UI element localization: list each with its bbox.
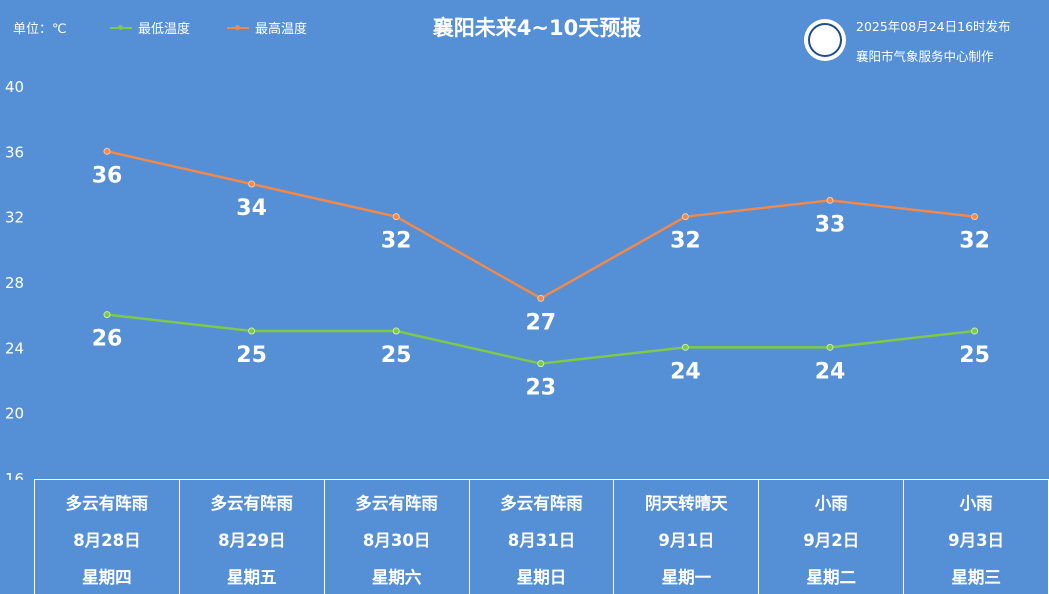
day-weather: 阴天转晴天: [645, 494, 728, 513]
day-weekday: 星期一: [661, 568, 712, 587]
day-date: 8月29日: [218, 531, 286, 550]
high-temp-point: [826, 196, 834, 204]
day-weather: 多云有阵雨: [355, 494, 438, 513]
low-temp-label: 25: [381, 343, 412, 368]
high-temp-label: 33: [815, 212, 846, 237]
high-temp-point: [681, 213, 689, 221]
low-temp-label: 23: [525, 376, 556, 401]
day-cell: 小雨 9月3日星期三: [904, 480, 1049, 594]
series-lines: [103, 147, 979, 368]
day-date: 8月30日: [362, 531, 431, 550]
y-tick-label: 28: [5, 274, 24, 292]
low-temp-label: 24: [815, 359, 846, 384]
day-weather: 多云有阵雨: [210, 494, 294, 513]
day-date: 9月3日: [948, 531, 1005, 550]
day-weekday: 星期日: [516, 568, 567, 587]
day-date: 8月31日: [507, 531, 576, 550]
high-temp-point: [971, 213, 979, 221]
day-weather: 多云有阵雨: [500, 494, 583, 513]
high-temp-label: 27: [525, 310, 556, 335]
high-temp-label: 32: [959, 229, 990, 254]
low-temp-point: [537, 360, 545, 368]
low-temp-point: [971, 327, 979, 335]
low-temp-point: [392, 327, 400, 335]
data-labels: 26 25 25 23 24 24 25 36 34 32 27 32 33 32: [92, 163, 990, 400]
high-temp-point: [103, 147, 111, 155]
unit-label: 单位：℃: [13, 22, 67, 37]
day-cell: 多云有阵雨 8月28日星期四: [35, 480, 180, 594]
day-weekday: 星期三: [951, 568, 1001, 587]
day-cell: 多云有阵雨 8月31日星期日: [470, 480, 615, 594]
day-cell: 多云有阵雨 8月30日星期六: [325, 480, 470, 594]
forecast-table: 多云有阵雨 8月28日 星期四 多云有阵雨 8月29日 星期五 多云有阵雨 8月30日 星期六多…: [34, 479, 1049, 594]
legend-high-label: 最高温度: [255, 22, 308, 37]
day-weekday: 星期二: [806, 568, 856, 587]
day-weather: 多云有阵雨: [65, 494, 149, 513]
day-weather: 小雨: [814, 494, 848, 513]
y-tick-label: 20: [5, 405, 24, 423]
high-temp-point: [248, 180, 256, 188]
day-date: 9月1日: [658, 531, 715, 550]
low-temp-label: 25: [959, 343, 990, 368]
weather-bureau-logo: [804, 19, 846, 61]
high-temp-label: 34: [236, 196, 267, 221]
day-weekday: 星期五: [227, 568, 277, 587]
high-temp-label: 32: [381, 229, 412, 254]
legend-item-low: 最低温度: [110, 18, 190, 37]
temperature-chart: 16 20 24 28 32 36 40 26 25 25 23 24 24 25 36 34 32 27 32 3…: [5, 78, 990, 480]
low-temp-point: [681, 343, 689, 351]
day-date: 9月2日: [803, 531, 860, 550]
logo-ring-icon: [808, 23, 842, 57]
publish-time: 2025年08月24日16时发布: [856, 19, 1011, 34]
legend-high-swatch: [227, 24, 249, 30]
day-weather: 小雨: [959, 494, 993, 513]
day-weekday: 星期六: [371, 568, 422, 587]
chart-title: 襄阳未来4~10天预报: [432, 16, 642, 40]
high-temp-point: [392, 213, 400, 221]
maker-text: 襄阳市气象服务中心制作: [856, 49, 994, 64]
day-cell: 阴天转晴天 9月1日星期一: [614, 480, 760, 594]
high-temp-point: [537, 294, 545, 302]
y-tick-label: 24: [5, 339, 24, 357]
legend-low-label: 最低温度: [138, 22, 191, 37]
y-axis: 16 20 24 28 32 36 40: [5, 78, 24, 480]
day-cell: 小雨 9月2日星期二: [759, 480, 905, 594]
low-temp-point: [103, 311, 111, 319]
y-tick-label: 40: [5, 78, 24, 96]
low-temp-label: 24: [670, 359, 701, 384]
legend-low-swatch: [110, 24, 132, 30]
legend-item-high: 最高温度: [227, 18, 307, 37]
high-temp-label: 32: [670, 229, 701, 254]
y-tick-label: 16: [5, 470, 24, 480]
low-temp-label: 25: [236, 343, 267, 368]
day-weekday: 星期四: [82, 568, 132, 587]
day-cell: 多云有阵雨 8月29日星期五: [180, 480, 325, 594]
low-temp-point: [826, 343, 834, 351]
low-temp-label: 26: [92, 327, 123, 352]
y-tick-label: 32: [5, 209, 24, 227]
y-tick-label: 36: [5, 143, 24, 161]
day-date: 8月28日: [73, 531, 141, 550]
high-temp-label: 36: [92, 163, 123, 188]
low-temp-point: [248, 327, 256, 335]
